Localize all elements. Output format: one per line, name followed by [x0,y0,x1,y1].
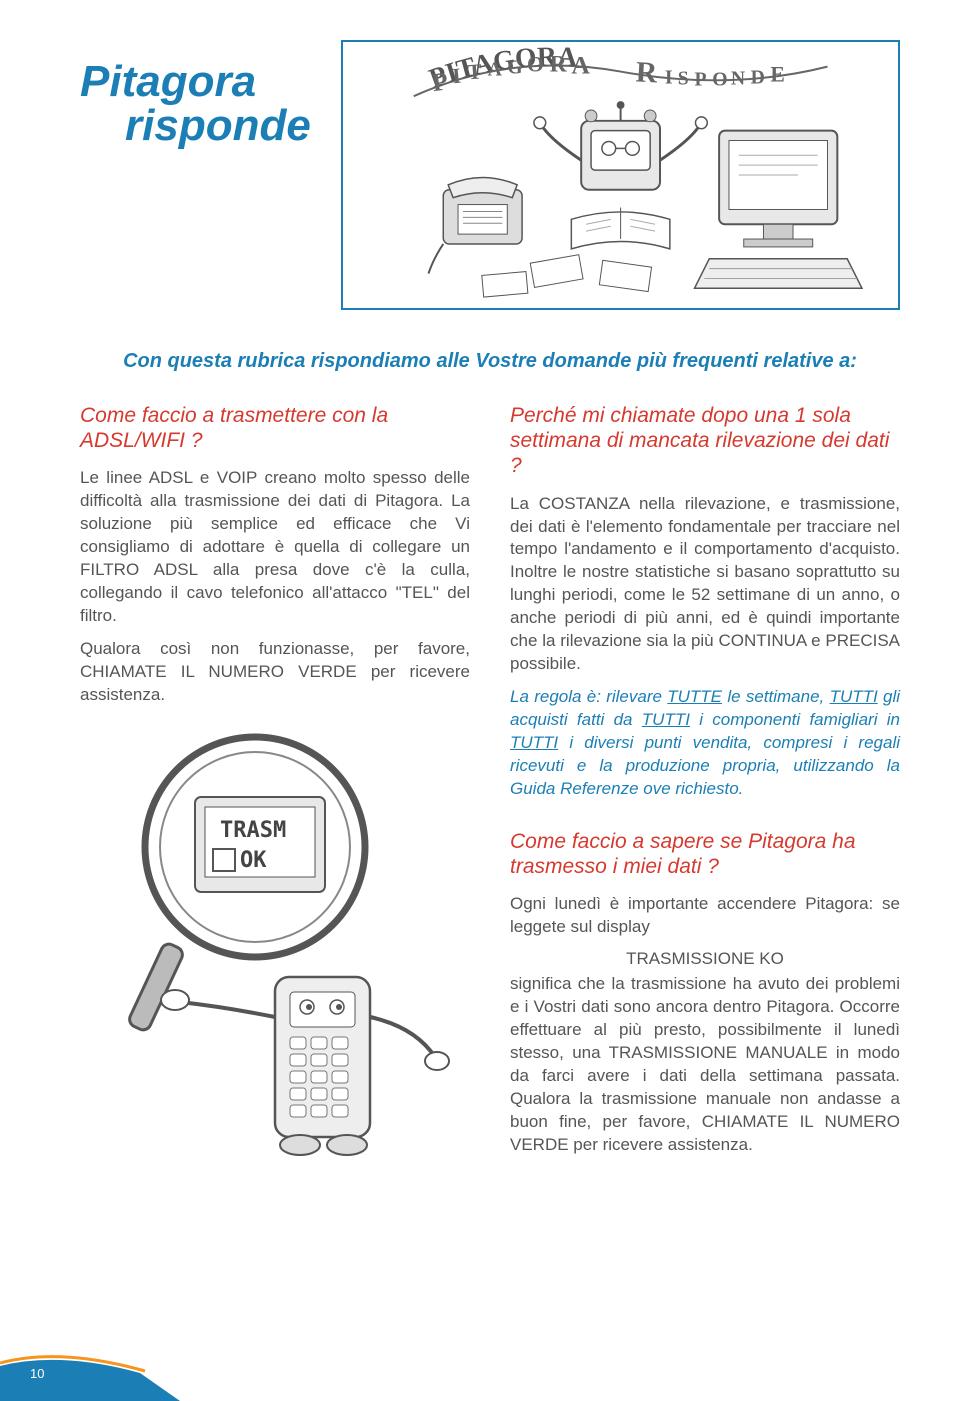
rule-prefix: La regola è: [510,687,601,706]
question-2: Perché mi chiamate dopo una 1 sola setti… [510,403,900,479]
svg-text:R: R [635,56,659,89]
svg-text:G: G [507,57,522,79]
svg-text:OK: OK [240,848,267,873]
answer-2-rule: La regola è: rilevare TUTTE le settimane… [510,686,900,801]
answer-3-p2: significa che la trasmissione ha avuto d… [510,973,900,1157]
right-column: Perché mi chiamate dopo una 1 sola setti… [510,403,900,1167]
question-3: Come faccio a sapere se Pitagora ha tras… [510,829,900,879]
svg-text:O: O [712,68,727,90]
title-line-1: Pitagora [80,60,311,104]
svg-text:S: S [678,67,689,89]
svg-text:O: O [527,53,544,77]
answer-1-p2: Qualora così non funzionasse, per favore… [80,638,470,707]
svg-text:R: R [549,52,567,78]
answer-3-p1: Ogni lunedì è importante accendere Pitag… [510,893,900,939]
svg-text:T: T [466,59,483,84]
question-1: Come faccio a trasmettere con la ADSL/WI… [80,403,470,453]
svg-text:D: D [750,66,764,88]
page-number: 10 [30,1366,44,1381]
svg-text:N: N [731,67,745,89]
svg-text:P: P [694,68,706,90]
svg-text:TRASM: TRASM [220,818,286,843]
left-column: Come faccio a trasmettere con la ADSL/WI… [80,403,470,1167]
svg-text:I: I [665,66,673,88]
answer-2-p1: La COSTANZA nella rilevazione, e trasmis… [510,493,900,677]
answer-1-p1: Le linee ADSL e VOIP creano molto spesso… [80,467,470,628]
scanner-cartoon-svg: TRASM OK [80,717,470,1157]
intro-text: Con questa rubrica rispondiamo alle Vost… [80,350,900,373]
svg-text:A: A [571,51,590,80]
svg-text:E: E [770,62,784,86]
page-title: Pitagora risponde [80,40,311,148]
svg-text:A: A [487,58,502,80]
header-illustration: PITAGORA P I T A G O R A R I S P O N D E [341,40,900,310]
page-corner-decoration [0,1331,180,1401]
robot-cartoon-svg: PITAGORA P I T A G O R A R I S P O N D E [343,42,898,308]
scanner-illustration: TRASM OK [80,717,470,1157]
answer-3-center: TRASMISSIONE KO [510,949,900,969]
title-line-2: risponde [125,104,311,148]
